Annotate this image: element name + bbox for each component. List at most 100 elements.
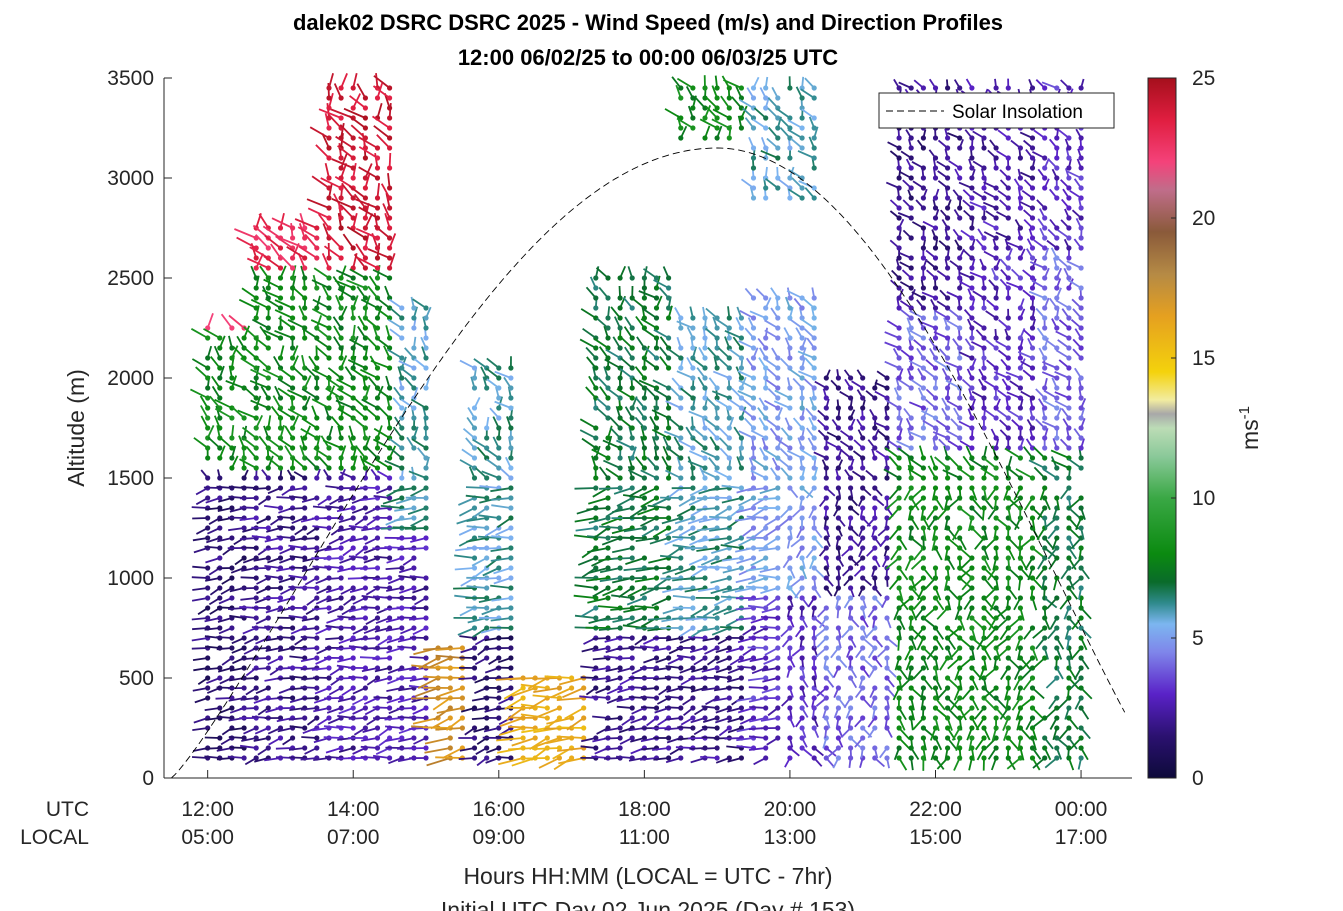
wind-barb-point bbox=[617, 745, 623, 751]
wind-barb-shaft bbox=[698, 517, 718, 523]
wind-barb-shaft bbox=[206, 312, 214, 329]
wind-barb-shaft bbox=[191, 506, 208, 509]
wind-barb-point bbox=[775, 395, 781, 401]
wind-barb-point bbox=[872, 565, 878, 571]
wind-barb-point bbox=[253, 475, 259, 481]
wind-barb-point bbox=[860, 665, 866, 671]
wind-barb-shaft bbox=[302, 327, 318, 339]
wind-barb-point bbox=[326, 395, 332, 401]
wind-barb-point bbox=[229, 385, 235, 391]
wind-barb-point bbox=[605, 405, 611, 411]
wind-barb-shaft bbox=[313, 267, 330, 279]
wind-barb-point bbox=[823, 725, 829, 731]
wind-barb-point bbox=[290, 305, 296, 311]
wind-barb-shaft bbox=[324, 577, 342, 581]
wind-barb-point bbox=[811, 95, 817, 101]
wind-barb-shaft bbox=[394, 507, 415, 512]
wind-barb-shaft bbox=[725, 647, 742, 654]
wind-barb-shaft bbox=[241, 436, 257, 449]
wind-barb-point bbox=[738, 675, 745, 681]
wind-barb-shaft bbox=[385, 737, 402, 742]
wind-barb-shaft bbox=[738, 497, 754, 507]
wind-barb-point bbox=[763, 525, 769, 531]
wind-barb-point bbox=[920, 485, 927, 491]
wind-barb-point bbox=[884, 595, 890, 601]
wind-barb-shaft bbox=[298, 245, 318, 259]
wind-barb-point bbox=[787, 395, 793, 401]
wind-barb-point bbox=[823, 395, 829, 401]
wind-barb-point bbox=[362, 535, 368, 541]
wind-barb-point bbox=[908, 135, 914, 141]
wind-barb-point bbox=[217, 535, 223, 541]
wind-barb-point bbox=[520, 735, 526, 741]
wind-barb-point bbox=[714, 105, 720, 111]
wind-barb-shaft bbox=[588, 617, 609, 624]
wind-barb-shaft bbox=[458, 677, 475, 680]
wind-barb-shaft bbox=[664, 695, 681, 699]
wind-barb-shaft bbox=[602, 439, 621, 449]
wind-barb-point bbox=[678, 315, 684, 321]
wind-barb-shaft bbox=[787, 119, 803, 129]
wind-barb-point bbox=[835, 465, 842, 471]
wind-barb-point bbox=[690, 625, 696, 631]
wind-barb-point bbox=[908, 435, 914, 441]
wind-barb-shaft bbox=[591, 677, 609, 681]
wind-barb-point bbox=[459, 715, 465, 721]
wind-barb-point bbox=[884, 655, 890, 661]
wind-barb-shaft bbox=[372, 85, 391, 99]
wind-barb-shaft bbox=[375, 387, 391, 399]
wind-barb-shaft bbox=[339, 124, 354, 139]
wind-barb-point bbox=[823, 575, 829, 581]
wind-barb-point bbox=[775, 305, 781, 311]
wind-barb-point bbox=[763, 445, 769, 451]
wind-barb-point bbox=[387, 115, 393, 121]
wind-barb-point bbox=[653, 575, 660, 581]
wind-barb-point bbox=[787, 555, 793, 561]
wind-barb-shaft bbox=[393, 487, 415, 493]
wind-barb-point bbox=[314, 365, 320, 371]
wind-barb-shaft bbox=[660, 554, 681, 559]
wind-barb-point bbox=[423, 465, 429, 471]
wind-barb-shaft bbox=[797, 150, 815, 159]
wind-barb-point bbox=[738, 385, 745, 391]
wind-barb-point bbox=[726, 715, 732, 721]
wind-barb-shaft bbox=[398, 687, 415, 692]
wind-barb-point bbox=[593, 455, 599, 461]
wind-barb-point bbox=[787, 755, 793, 761]
wind-barb-point bbox=[653, 305, 660, 311]
wind-barb-point bbox=[423, 595, 429, 601]
wind-barb-shaft bbox=[325, 747, 342, 754]
wind-barb-shaft bbox=[286, 246, 306, 259]
wind-barb-shaft bbox=[334, 279, 354, 289]
wind-barb-point bbox=[690, 445, 696, 451]
wind-barb-point bbox=[229, 655, 235, 661]
wind-barb-point bbox=[726, 85, 732, 91]
wind-barb-shaft bbox=[750, 557, 767, 567]
wind-barb-point bbox=[265, 535, 271, 541]
wind-barb-shaft bbox=[292, 286, 306, 299]
wind-barb-point bbox=[302, 745, 308, 751]
wind-barb-point bbox=[241, 725, 247, 731]
wind-barb-point bbox=[314, 225, 320, 231]
wind-barb-point bbox=[629, 365, 635, 371]
wind-barb-shaft bbox=[394, 517, 415, 522]
wind-barb-point bbox=[908, 195, 914, 201]
wind-barb-point bbox=[605, 635, 611, 641]
wind-barb-point bbox=[314, 245, 320, 251]
wind-barb-point bbox=[920, 675, 927, 681]
wind-barb-point bbox=[605, 275, 611, 281]
wind-barb-point bbox=[399, 735, 405, 741]
wind-barb-point bbox=[848, 375, 854, 381]
wind-barb-point bbox=[653, 455, 660, 461]
wind-barb-point bbox=[253, 675, 259, 681]
wind-barb-point bbox=[217, 495, 223, 501]
wind-barb-point bbox=[265, 475, 271, 481]
wind-barb-shaft bbox=[258, 213, 270, 229]
wind-barb-point bbox=[399, 585, 405, 591]
wind-barb-point bbox=[714, 635, 720, 641]
wind-barb-shaft bbox=[604, 637, 621, 643]
wind-barb-point bbox=[678, 475, 684, 481]
wind-barb-shaft bbox=[436, 707, 463, 714]
wind-barb-point bbox=[787, 385, 793, 391]
wind-barb-point bbox=[920, 355, 927, 361]
